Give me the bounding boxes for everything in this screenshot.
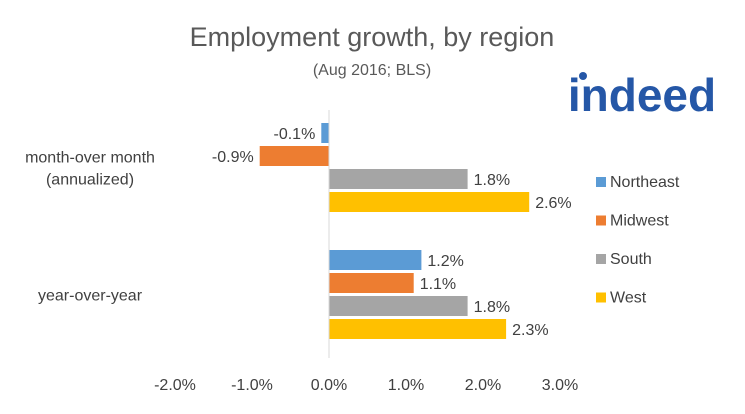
bar-west xyxy=(329,192,530,212)
legend-label-northeast: Northeast xyxy=(610,174,680,191)
data-label: 1.8% xyxy=(474,299,510,316)
x-tick-label: 2.0% xyxy=(465,377,501,394)
chart-subtitle: (Aug 2016; BLS) xyxy=(313,62,431,79)
bar-south xyxy=(329,296,468,316)
axis-layer: month-over month (annualized) year-over-ye… xyxy=(25,110,578,394)
category-label: (annualized) xyxy=(46,172,134,189)
legend-label-south: South xyxy=(610,251,652,268)
bar-west xyxy=(329,319,507,339)
bar-northeast xyxy=(321,123,329,143)
x-tick-label: -1.0% xyxy=(231,377,273,394)
indeed-logo-dot xyxy=(579,72,587,80)
legend-label-west: West xyxy=(610,290,647,307)
data-label: 2.3% xyxy=(512,322,548,339)
data-label: 1.1% xyxy=(420,276,456,293)
bar-northeast xyxy=(329,250,422,270)
chart-title: Employment growth, by region xyxy=(190,22,555,52)
bars-layer: -0.1%-0.9%1.8%2.6%1.2%1.1%1.8%2.3% xyxy=(212,123,572,339)
x-tick-label: -2.0% xyxy=(154,377,196,394)
indeed-logo: indeed xyxy=(568,69,716,121)
x-tick-label: 0.0% xyxy=(311,377,347,394)
bar-midwest xyxy=(329,273,414,293)
x-tick-label: 3.0% xyxy=(542,377,578,394)
legend-swatch-west xyxy=(596,292,606,303)
legend-swatch-south xyxy=(596,254,606,264)
legend-swatch-midwest xyxy=(596,215,606,226)
category-label: month-over month xyxy=(25,150,155,167)
legend: Northeast Midwest South West xyxy=(596,174,680,307)
data-label: 1.8% xyxy=(474,172,510,189)
data-label: 2.6% xyxy=(535,195,571,212)
x-tick-label: 1.0% xyxy=(388,377,424,394)
data-label: -0.9% xyxy=(212,149,254,166)
bar-south xyxy=(329,169,468,189)
category-label: year-over-year xyxy=(38,288,143,305)
data-label: 1.2% xyxy=(427,253,463,270)
data-label: -0.1% xyxy=(274,126,316,143)
bar-midwest xyxy=(259,146,329,166)
legend-swatch-northeast xyxy=(596,177,606,187)
legend-label-midwest: Midwest xyxy=(610,213,669,230)
